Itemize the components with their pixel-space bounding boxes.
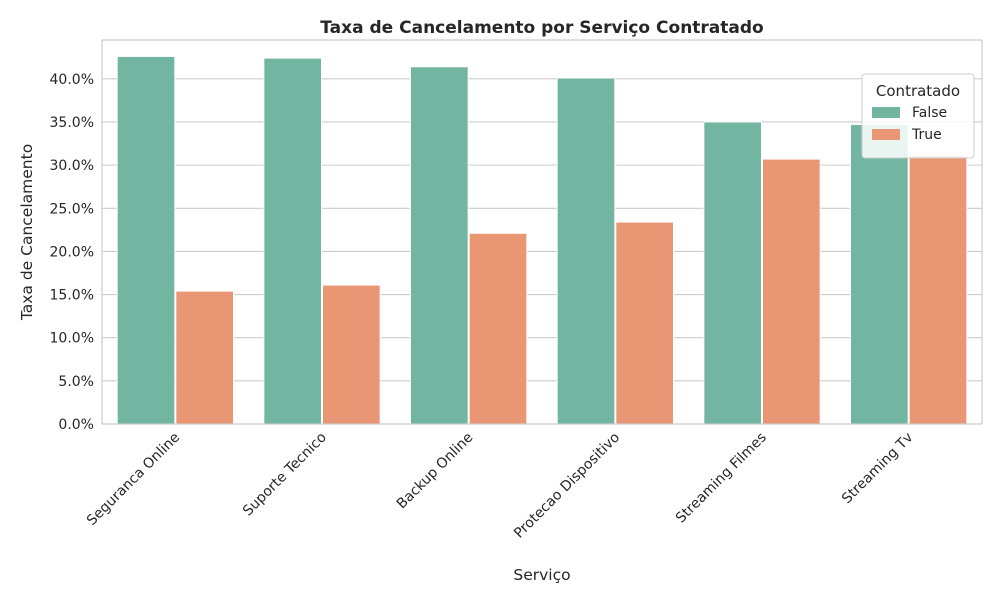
legend-title: Contratado (876, 82, 960, 100)
legend: Contratado False True (861, 73, 975, 159)
legend-swatch-true (872, 129, 900, 140)
grid (102, 78, 982, 425)
bar-protecao-dispositivo-true (615, 221, 674, 425)
y-axis-title: Taxa de Cancelamento (18, 144, 36, 321)
x-tick-label: Backup Online (394, 430, 477, 513)
x-tick-label: Protecao Dispositivo (511, 430, 623, 542)
y-tick-label: 30.0% (50, 158, 94, 174)
bar-streaming-tv-true (908, 155, 968, 425)
x-tick-label: Seguranca Online (84, 430, 183, 529)
bar-seguranca-online-false (116, 55, 176, 425)
y-tick-label: 0.0% (58, 417, 94, 433)
bar-suporte-tecnico-false (263, 57, 323, 425)
y-tick-label: 35.0% (50, 115, 94, 131)
y-tick-label: 25.0% (50, 201, 94, 217)
bar-suporte-tecnico-true (322, 284, 381, 425)
bars (116, 55, 968, 425)
bar-streaming-filmes-true (762, 158, 821, 425)
legend-label-true: True (911, 127, 942, 143)
y-tick-label: 10.0% (50, 331, 94, 347)
bar-backup-online-false (410, 66, 469, 425)
bar-streaming-filmes-false (703, 121, 762, 425)
x-axis-title: Serviço (513, 566, 570, 584)
y-tick-label: 20.0% (50, 244, 94, 260)
legend-label-false: False (912, 105, 947, 121)
legend-swatch-false (872, 107, 900, 118)
x-tick-labels: Seguranca Online Suporte Tecnico Backup On… (84, 430, 917, 542)
y-tick-label: 40.0% (50, 72, 94, 88)
y-tick-label: 5.0% (58, 374, 94, 390)
y-tick-label: 15.0% (50, 288, 94, 304)
x-tick-label: Streaming Filmes (673, 430, 770, 527)
bar-backup-online-true (468, 232, 528, 425)
bar-streaming-tv-false (850, 124, 909, 425)
bar-seguranca-online-true (175, 290, 234, 425)
x-tick-label: Suporte Tecnico (240, 430, 330, 520)
chart-title: Taxa de Cancelamento por Serviço Contrat… (320, 18, 763, 38)
bar-protecao-dispositivo-false (556, 77, 616, 425)
plot-frame (101, 39, 983, 425)
y-tick-labels: 0.0% 5.0% 10.0% 15.0% 20.0% 25.0% 30.0% 35.0% 40… (50, 72, 94, 433)
x-tick-label: Streaming Tv (839, 430, 916, 507)
